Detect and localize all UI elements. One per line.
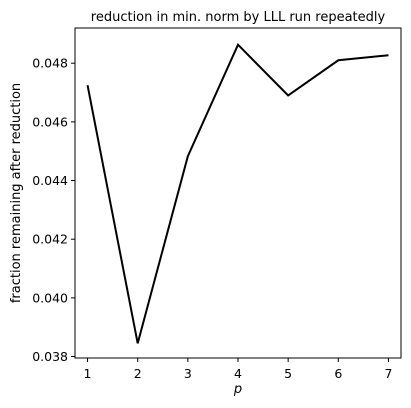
chart-title: reduction in min. norm by LLL run repeat… — [91, 10, 386, 25]
x-axis-label: p — [233, 382, 242, 397]
x-tick-label: 2 — [134, 366, 142, 381]
y-axis: 0.038 0.040 0.042 0.044 0.046 0.048 — [32, 56, 75, 364]
x-tick-label: 3 — [184, 366, 192, 381]
series-group — [86, 42, 389, 344]
y-tick-label: 0.042 — [32, 232, 68, 247]
x-tick-label: 4 — [234, 366, 242, 381]
y-tick-label: 0.048 — [32, 56, 68, 71]
x-tick-label: 6 — [334, 366, 342, 381]
y-tick-label: 0.044 — [32, 173, 68, 188]
x-tick-label: 1 — [84, 366, 92, 381]
x-tick-label: 5 — [284, 366, 292, 381]
x-tick-label: 7 — [384, 366, 392, 381]
plot-frame — [74, 27, 402, 359]
y-tick-label: 0.046 — [32, 114, 68, 129]
series-line — [86, 42, 389, 344]
x-axis: 1 2 3 4 5 6 7 — [84, 358, 392, 381]
y-tick-label: 0.038 — [32, 349, 68, 364]
y-tick-label: 0.040 — [32, 290, 68, 305]
y-axis-label: fraction remaining after reduction — [9, 83, 24, 303]
